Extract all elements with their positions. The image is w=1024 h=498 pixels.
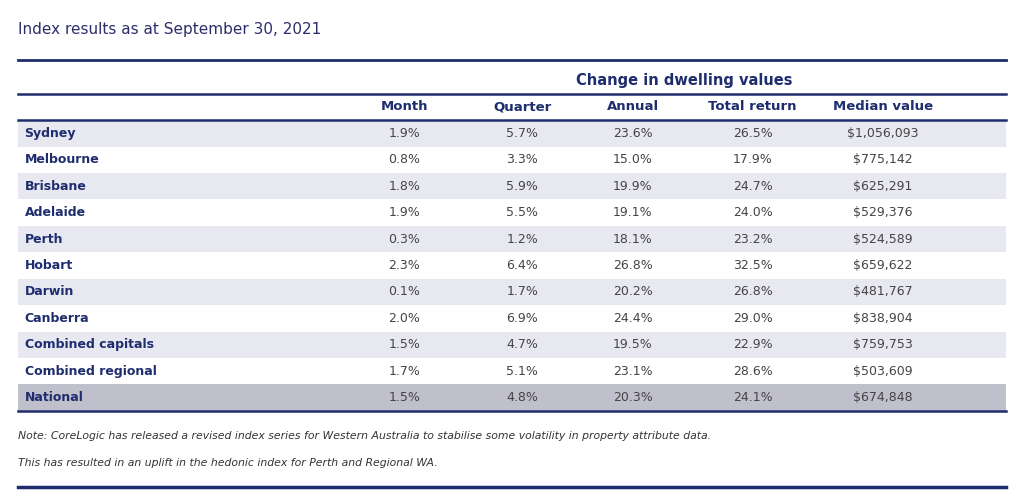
- Text: 5.5%: 5.5%: [506, 206, 539, 219]
- Bar: [18, 332, 1006, 358]
- Bar: [18, 384, 1006, 411]
- Bar: [18, 358, 1006, 384]
- Bar: [18, 120, 1006, 146]
- Text: Melbourne: Melbourne: [25, 153, 99, 166]
- Bar: [18, 252, 1006, 279]
- Text: 4.8%: 4.8%: [506, 391, 539, 404]
- Text: 20.2%: 20.2%: [613, 285, 652, 298]
- Text: 28.6%: 28.6%: [733, 365, 772, 377]
- Text: 24.0%: 24.0%: [733, 206, 772, 219]
- Bar: [18, 226, 1006, 252]
- Text: $674,848: $674,848: [853, 391, 912, 404]
- Text: 19.1%: 19.1%: [613, 206, 652, 219]
- Text: 1.9%: 1.9%: [388, 206, 421, 219]
- Text: 1.7%: 1.7%: [506, 285, 539, 298]
- Text: $503,609: $503,609: [853, 365, 912, 377]
- Text: 23.1%: 23.1%: [613, 365, 652, 377]
- Text: 26.8%: 26.8%: [733, 285, 772, 298]
- Text: $625,291: $625,291: [853, 180, 912, 193]
- Text: Index results as at September 30, 2021: Index results as at September 30, 2021: [18, 22, 322, 37]
- Text: 23.6%: 23.6%: [613, 127, 652, 140]
- Text: 24.1%: 24.1%: [733, 391, 772, 404]
- Text: 0.1%: 0.1%: [388, 285, 421, 298]
- Text: $1,056,093: $1,056,093: [847, 127, 919, 140]
- Text: National: National: [25, 391, 83, 404]
- Bar: [18, 305, 1006, 332]
- Bar: [18, 146, 1006, 173]
- Text: $524,589: $524,589: [853, 233, 912, 246]
- Text: 2.3%: 2.3%: [388, 259, 421, 272]
- Text: 22.9%: 22.9%: [733, 338, 772, 351]
- Text: 15.0%: 15.0%: [613, 153, 652, 166]
- Text: 23.2%: 23.2%: [733, 233, 772, 246]
- Text: Quarter: Quarter: [494, 101, 551, 114]
- Text: Month: Month: [381, 101, 428, 114]
- Text: $838,904: $838,904: [853, 312, 912, 325]
- Text: $529,376: $529,376: [853, 206, 912, 219]
- Text: 4.7%: 4.7%: [506, 338, 539, 351]
- Text: 0.3%: 0.3%: [388, 233, 421, 246]
- Text: 1.2%: 1.2%: [506, 233, 539, 246]
- Text: 1.5%: 1.5%: [388, 391, 421, 404]
- Text: Darwin: Darwin: [25, 285, 74, 298]
- Bar: [18, 199, 1006, 226]
- Text: $659,622: $659,622: [853, 259, 912, 272]
- Text: 5.1%: 5.1%: [506, 365, 539, 377]
- Text: 19.9%: 19.9%: [613, 180, 652, 193]
- Text: 3.3%: 3.3%: [506, 153, 539, 166]
- Text: 32.5%: 32.5%: [733, 259, 772, 272]
- Text: 5.7%: 5.7%: [506, 127, 539, 140]
- Text: 1.8%: 1.8%: [388, 180, 421, 193]
- Bar: [18, 173, 1006, 199]
- Text: 20.3%: 20.3%: [613, 391, 652, 404]
- Text: Canberra: Canberra: [25, 312, 89, 325]
- Text: 26.8%: 26.8%: [613, 259, 652, 272]
- Text: 1.9%: 1.9%: [388, 127, 421, 140]
- Text: 6.4%: 6.4%: [506, 259, 539, 272]
- Text: Change in dwelling values: Change in dwelling values: [577, 73, 793, 88]
- Text: Sydney: Sydney: [25, 127, 76, 140]
- Text: Note: CoreLogic has released a revised index series for Western Australia to sta: Note: CoreLogic has released a revised i…: [18, 431, 712, 441]
- Text: Median value: Median value: [833, 101, 933, 114]
- Text: 29.0%: 29.0%: [733, 312, 772, 325]
- Text: 19.5%: 19.5%: [613, 338, 652, 351]
- Text: 26.5%: 26.5%: [733, 127, 772, 140]
- Text: $759,753: $759,753: [853, 338, 912, 351]
- Text: 1.7%: 1.7%: [388, 365, 421, 377]
- Text: 24.7%: 24.7%: [733, 180, 772, 193]
- Text: 0.8%: 0.8%: [388, 153, 421, 166]
- Text: 17.9%: 17.9%: [733, 153, 772, 166]
- Bar: [18, 279, 1006, 305]
- Text: Perth: Perth: [25, 233, 63, 246]
- Text: Annual: Annual: [607, 101, 658, 114]
- Text: 2.0%: 2.0%: [388, 312, 421, 325]
- Text: 24.4%: 24.4%: [613, 312, 652, 325]
- Text: 18.1%: 18.1%: [613, 233, 652, 246]
- Text: Adelaide: Adelaide: [25, 206, 86, 219]
- Text: 1.5%: 1.5%: [388, 338, 421, 351]
- Text: $481,767: $481,767: [853, 285, 912, 298]
- Text: Hobart: Hobart: [25, 259, 73, 272]
- Text: This has resulted in an uplift in the hedonic index for Perth and Regional WA.: This has resulted in an uplift in the he…: [18, 458, 438, 468]
- Text: $775,142: $775,142: [853, 153, 912, 166]
- Text: Total return: Total return: [709, 101, 797, 114]
- Text: Combined regional: Combined regional: [25, 365, 157, 377]
- Text: Brisbane: Brisbane: [25, 180, 86, 193]
- Text: 5.9%: 5.9%: [506, 180, 539, 193]
- Text: 6.9%: 6.9%: [506, 312, 539, 325]
- Text: Combined capitals: Combined capitals: [25, 338, 154, 351]
